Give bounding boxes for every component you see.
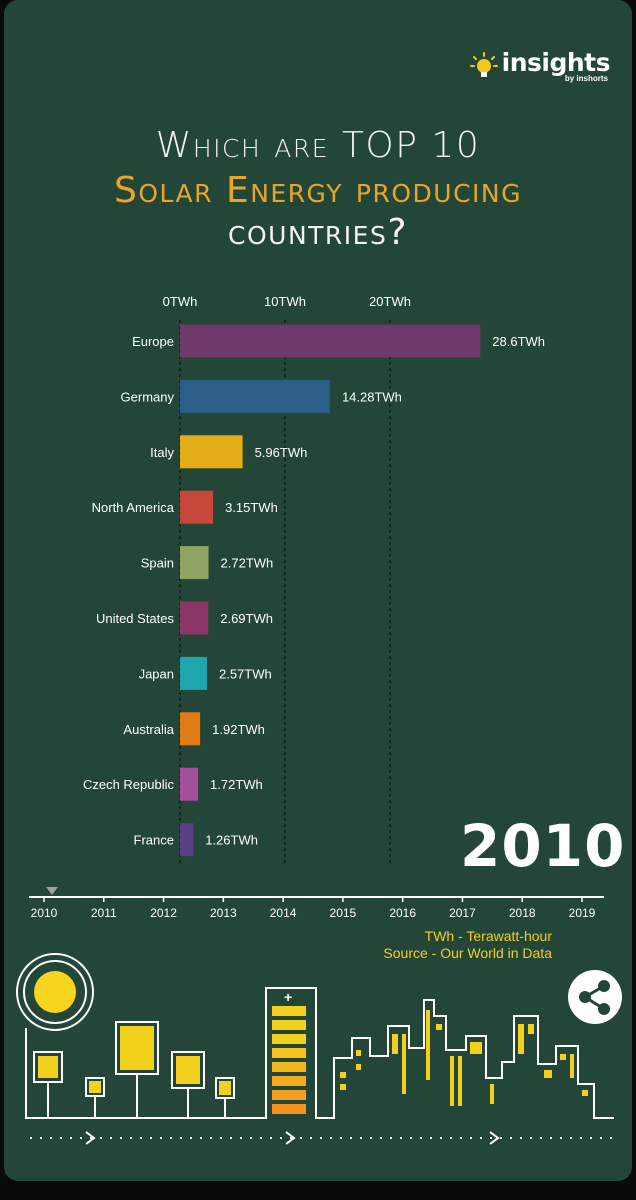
brand-logo: insights by inshorts [469,48,611,83]
timeline-year-label: 2011 [91,906,117,920]
value-label: 2.72TWh [221,556,274,571]
timeline-year-label: 2018 [509,906,536,920]
timeline-year-label: 2013 [210,906,237,920]
bar [180,601,209,635]
year-display: 2010 [460,812,626,880]
category-label: Italy [150,445,174,460]
title-line-3: countries? [228,212,408,253]
lightbulb-icon [469,52,498,77]
value-label: 3.15TWh [225,500,278,515]
bar [180,712,201,746]
timeline-year-label: 2016 [389,906,416,920]
brand-byline: by inshorts [564,74,608,83]
timeline-marker [46,887,58,895]
solar-city-illustration: + [16,953,616,1145]
value-label: 1.72TWh [210,777,263,792]
category-label: North America [92,500,175,515]
share-button[interactable] [568,970,622,1024]
x-tick-label: 10TWh [264,294,306,309]
bar-chart: 0TWh 10TWh 20TWh Europe 28.6TWh Germany 14.28T… [83,294,545,866]
timeline-year-label: 2017 [449,906,476,920]
timeline-year-label: 2019 [569,906,596,920]
category-label: Spain [141,556,174,571]
value-label: 14.28TWh [342,389,402,404]
value-label: 1.26TWh [205,833,258,848]
city-windows [340,1010,588,1106]
timeline: 2010 2011 2012 2013 2014 2015 2016 2017 2018 2019 [29,887,604,920]
category-label: Czech Republic [83,777,175,792]
timeline-year-label: 2010 [31,906,58,920]
category-label: Australia [123,722,174,737]
bar [180,490,214,524]
bar [180,435,243,469]
solar-panels [33,1021,235,1118]
source-note: Source - Our World in Data [383,945,552,961]
category-label: Japan [139,666,174,681]
value-label: 5.96TWh [255,445,308,460]
footnotes: TWh - Terawatt-hour Source - Our World i… [383,928,552,962]
bar [180,823,194,857]
value-label: 2.57TWh [219,666,272,681]
battery-icon: + [272,989,306,1114]
bar [180,546,209,580]
value-label: 2.69TWh [220,611,273,626]
bar [180,767,199,801]
bar [180,379,330,413]
bar [180,324,481,358]
value-label: 1.92TWh [212,722,265,737]
title-line-1: Which are TOP 10 [155,125,481,166]
category-label: Europe [132,334,174,349]
dotted-path [30,1131,616,1145]
x-tick-label: 20TWh [369,294,411,309]
share-icon [579,980,610,1015]
bar [180,656,207,690]
category-label: United States [96,611,175,626]
title-line-2: Solar Energy producing [114,170,522,211]
brand-name: insights [501,48,611,77]
category-label: France [134,833,174,848]
timeline-year-label: 2012 [150,906,177,920]
x-tick-label: 0TWh [163,294,198,309]
timeline-year-label: 2015 [330,906,357,920]
value-label: 28.6TWh [492,334,545,349]
svg-text:+: + [284,989,292,1005]
timeline-year-label: 2014 [270,906,297,920]
sun-icon [16,953,94,1031]
unit-note: TWh - Terawatt-hour [424,928,552,944]
category-label: Germany [121,389,175,404]
infographic-card: insights by inshorts Which are TOP 10 So… [4,0,632,1181]
